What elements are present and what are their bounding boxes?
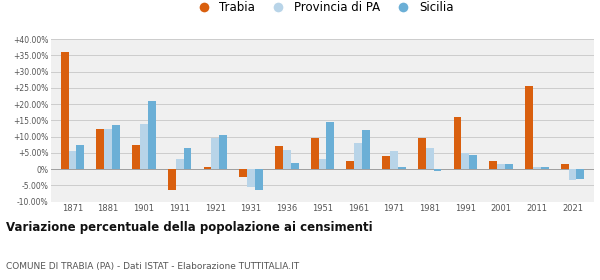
Bar bbox=[203, 167, 211, 169]
Text: Variazione percentuale della popolazione ai censimenti: Variazione percentuale della popolazione… bbox=[6, 221, 373, 234]
Bar bbox=[68, 151, 76, 169]
Legend: Trabia, Provincia di PA, Sicilia: Trabia, Provincia di PA, Sicilia bbox=[187, 0, 458, 19]
Bar bbox=[239, 169, 247, 177]
Bar bbox=[398, 167, 406, 169]
Bar bbox=[211, 138, 219, 169]
Bar bbox=[104, 129, 112, 169]
Bar bbox=[319, 159, 326, 169]
Bar bbox=[497, 164, 505, 169]
Bar bbox=[283, 150, 291, 169]
Bar bbox=[275, 146, 283, 169]
Bar bbox=[176, 159, 184, 169]
Bar bbox=[490, 161, 497, 169]
Bar bbox=[311, 138, 319, 169]
Bar bbox=[219, 135, 227, 169]
Bar bbox=[434, 169, 442, 171]
Bar bbox=[525, 86, 533, 169]
Bar bbox=[184, 148, 191, 169]
Bar bbox=[541, 167, 548, 169]
Bar bbox=[132, 145, 140, 169]
Bar bbox=[291, 163, 299, 169]
Bar bbox=[61, 52, 68, 169]
Bar bbox=[454, 117, 461, 169]
Bar bbox=[346, 161, 354, 169]
Bar bbox=[255, 169, 263, 190]
Bar bbox=[354, 143, 362, 169]
Bar bbox=[140, 124, 148, 169]
Bar bbox=[561, 164, 569, 169]
Bar bbox=[418, 138, 426, 169]
Bar bbox=[76, 145, 84, 169]
Bar bbox=[533, 167, 541, 169]
Bar bbox=[97, 129, 104, 169]
Bar bbox=[148, 101, 155, 169]
Bar bbox=[247, 169, 255, 187]
Bar bbox=[469, 155, 477, 169]
Text: COMUNE DI TRABIA (PA) - Dati ISTAT - Elaborazione TUTTITALIA.IT: COMUNE DI TRABIA (PA) - Dati ISTAT - Ela… bbox=[6, 262, 299, 271]
Bar bbox=[390, 151, 398, 169]
Bar bbox=[461, 153, 469, 169]
Bar bbox=[569, 169, 577, 181]
Bar bbox=[168, 169, 176, 190]
Bar bbox=[426, 148, 434, 169]
Bar bbox=[362, 130, 370, 169]
Bar bbox=[326, 122, 334, 169]
Bar bbox=[577, 169, 584, 179]
Bar bbox=[382, 156, 390, 169]
Bar bbox=[505, 164, 513, 169]
Bar bbox=[112, 125, 120, 169]
